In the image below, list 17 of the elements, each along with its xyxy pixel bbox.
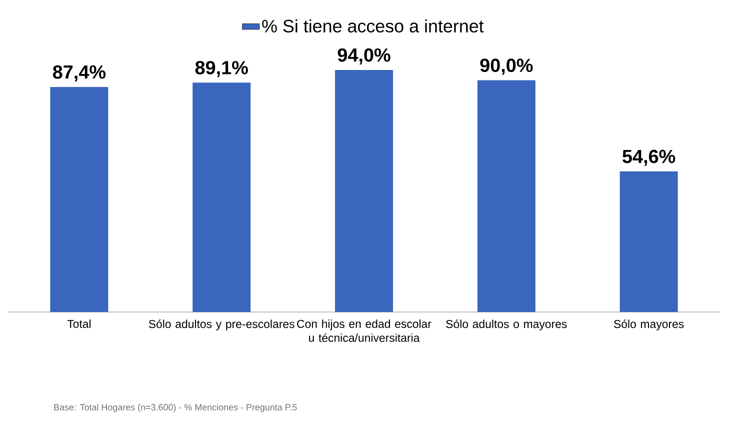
- x-tick-label: Total: [67, 320, 91, 328]
- x-tick-label: Con hijos en edad escolar u técnica/universitaria: [297, 320, 432, 342]
- text: Base: Total Hogares (n=3.600) - % Menciones - Pregunta P.5: [54, 404, 297, 412]
- bar: [192, 82, 251, 312]
- bar: [50, 86, 108, 312]
- x-tick-label: Sólo mayores: [614, 320, 684, 330]
- x-tick-label: Sólo adultos y pre-escolares: [148, 320, 294, 330]
- data-label: 94,0%: [338, 48, 390, 64]
- data-label: 54,6%: [622, 150, 676, 166]
- bar: [620, 171, 678, 312]
- bar: [477, 80, 536, 312]
- data-label: 89,1%: [195, 60, 248, 78]
- data-label: 90,0%: [480, 58, 533, 75]
- data-label: 87,4%: [52, 65, 106, 82]
- bar: [335, 70, 394, 312]
- legend-label: % Si tiene acceso a internet: [262, 19, 484, 32]
- x-tick-label: Sólo adultos o mayores: [446, 320, 567, 330]
